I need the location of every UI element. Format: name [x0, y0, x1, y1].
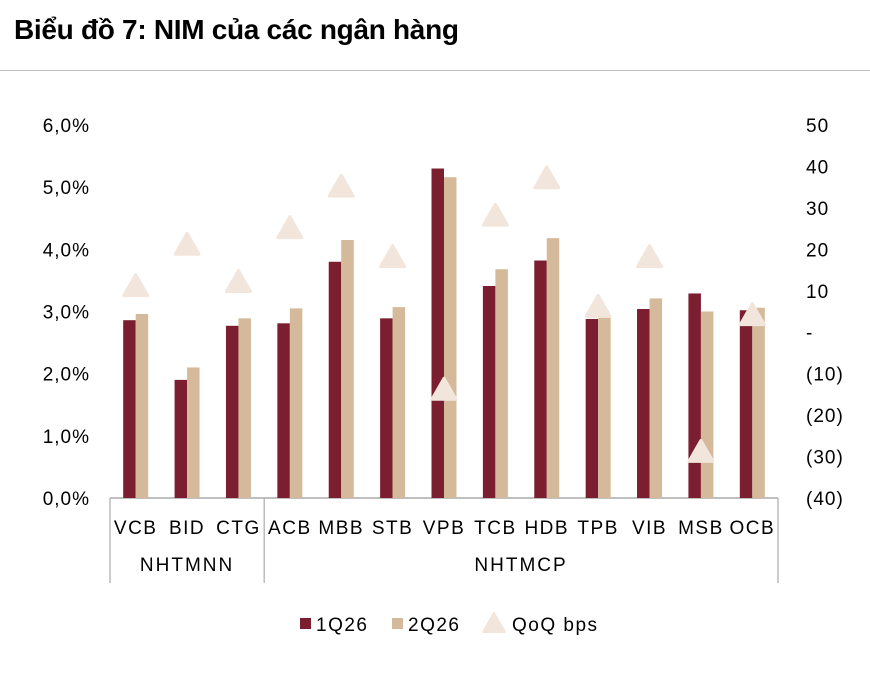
x-tick-label: VCB: [114, 518, 158, 539]
qoq-triangle-marker: [636, 244, 664, 269]
legend-swatch-qoq: [482, 612, 506, 633]
chart-title: Biểu đồ 7: NIM của các ngân hàng: [14, 14, 459, 45]
bar-1q26: [225, 325, 239, 498]
y-right-tick-label: 30: [806, 199, 829, 220]
x-tick-label: CTG: [216, 518, 261, 539]
x-tick-label: TCB: [474, 518, 517, 539]
bar-1q26: [637, 309, 650, 498]
bar-2q26: [238, 318, 251, 498]
legend-label: 1Q26: [316, 615, 368, 636]
bar-2q26: [700, 311, 714, 498]
bar-1q26: [277, 323, 290, 498]
bar-1q26: [123, 320, 136, 498]
group-label: NHTMCP: [474, 555, 567, 576]
bar-2q26: [392, 307, 406, 498]
x-tick-label: VPB: [423, 518, 466, 539]
y-left-tick-label: 4,0%: [43, 240, 90, 261]
y-left-tick-label: 5,0%: [43, 178, 90, 199]
x-tick-label: HDB: [524, 518, 569, 539]
y-right-tick-label: (40): [806, 489, 844, 510]
qoq-triangle-marker: [276, 215, 304, 240]
y-right-tick-label: 20: [806, 240, 829, 261]
bar-1q26: [739, 310, 753, 498]
y-right-tick-label: -: [806, 323, 813, 344]
qoq-triangle-marker: [584, 293, 612, 318]
y-right-tick-label: (10): [806, 365, 844, 386]
qoq-triangle-marker: [379, 244, 407, 269]
bar-1q26: [688, 293, 701, 498]
qoq-triangle-marker: [430, 376, 458, 401]
title-divider: [0, 70, 870, 71]
y-left-tick-label: 2,0%: [43, 365, 90, 386]
bar-1q26: [482, 286, 496, 498]
x-tick-label: ACB: [268, 518, 312, 539]
x-tick-label: VIB: [632, 518, 667, 539]
qoq-markers: [122, 165, 766, 463]
y-left-tick-label: 1,0%: [43, 427, 90, 448]
legend-label: 2Q26: [408, 615, 460, 636]
y-right-tick-label: 40: [806, 157, 829, 178]
bar-2q26: [598, 315, 611, 498]
qoq-triangle-marker: [481, 202, 509, 227]
qoq-triangle-marker: [224, 268, 252, 293]
bar-1q26: [534, 260, 547, 498]
qoq-triangle-marker: [687, 438, 715, 463]
x-tick-label: BID: [169, 518, 205, 539]
qoq-triangle-marker: [327, 173, 355, 198]
bar-2q26: [752, 307, 765, 498]
qoq-triangle-marker: [173, 231, 201, 256]
legend-swatch-2q26: [392, 618, 403, 629]
bar-2q26: [546, 238, 560, 499]
y-left-tick-label: 6,0%: [43, 116, 90, 137]
y-right-tick-label: (20): [806, 406, 844, 427]
y-left-tick-label: 0,0%: [43, 489, 90, 510]
bar-2q26: [135, 313, 149, 498]
bar-1q26: [328, 261, 342, 498]
y-left-tick-label: 3,0%: [43, 303, 90, 324]
y-right-tick-label: 50: [806, 116, 829, 137]
group-label: NHTMNN: [140, 555, 234, 576]
qoq-triangle-marker: [122, 273, 150, 298]
bar-2q26: [649, 298, 663, 498]
bar-1q26: [380, 318, 393, 498]
bar-2q26: [289, 308, 303, 498]
qoq-triangle-marker: [738, 302, 766, 327]
axes: 0,0% 1,0% 2,0% 3,0% 4,0% 5,0% 6,0% (40) (30) (20)…: [43, 116, 844, 583]
x-tick-label: MBB: [318, 518, 364, 539]
bar-2q26: [187, 367, 200, 498]
bar-2q26: [444, 177, 457, 498]
qoq-triangle-marker: [533, 165, 561, 190]
bar-1q26: [174, 379, 188, 498]
y-right-tick-label: 10: [806, 282, 829, 303]
bar-1q26: [431, 168, 444, 498]
bar-2q26: [495, 269, 508, 498]
y-right-tick-label: (30): [806, 448, 844, 469]
x-tick-label: OCB: [729, 518, 775, 539]
bar-1q26: [585, 318, 599, 498]
x-tick-label: TPB: [577, 518, 618, 539]
x-tick-label: MSB: [678, 518, 724, 539]
bar-2q26: [341, 240, 354, 498]
legend: 1Q26 2Q26 QoQ bps: [300, 612, 599, 636]
bars: [123, 168, 765, 499]
legend-swatch-1q26: [300, 618, 311, 629]
x-tick-label: STB: [372, 518, 413, 539]
legend-label: QoQ bps: [512, 615, 599, 636]
